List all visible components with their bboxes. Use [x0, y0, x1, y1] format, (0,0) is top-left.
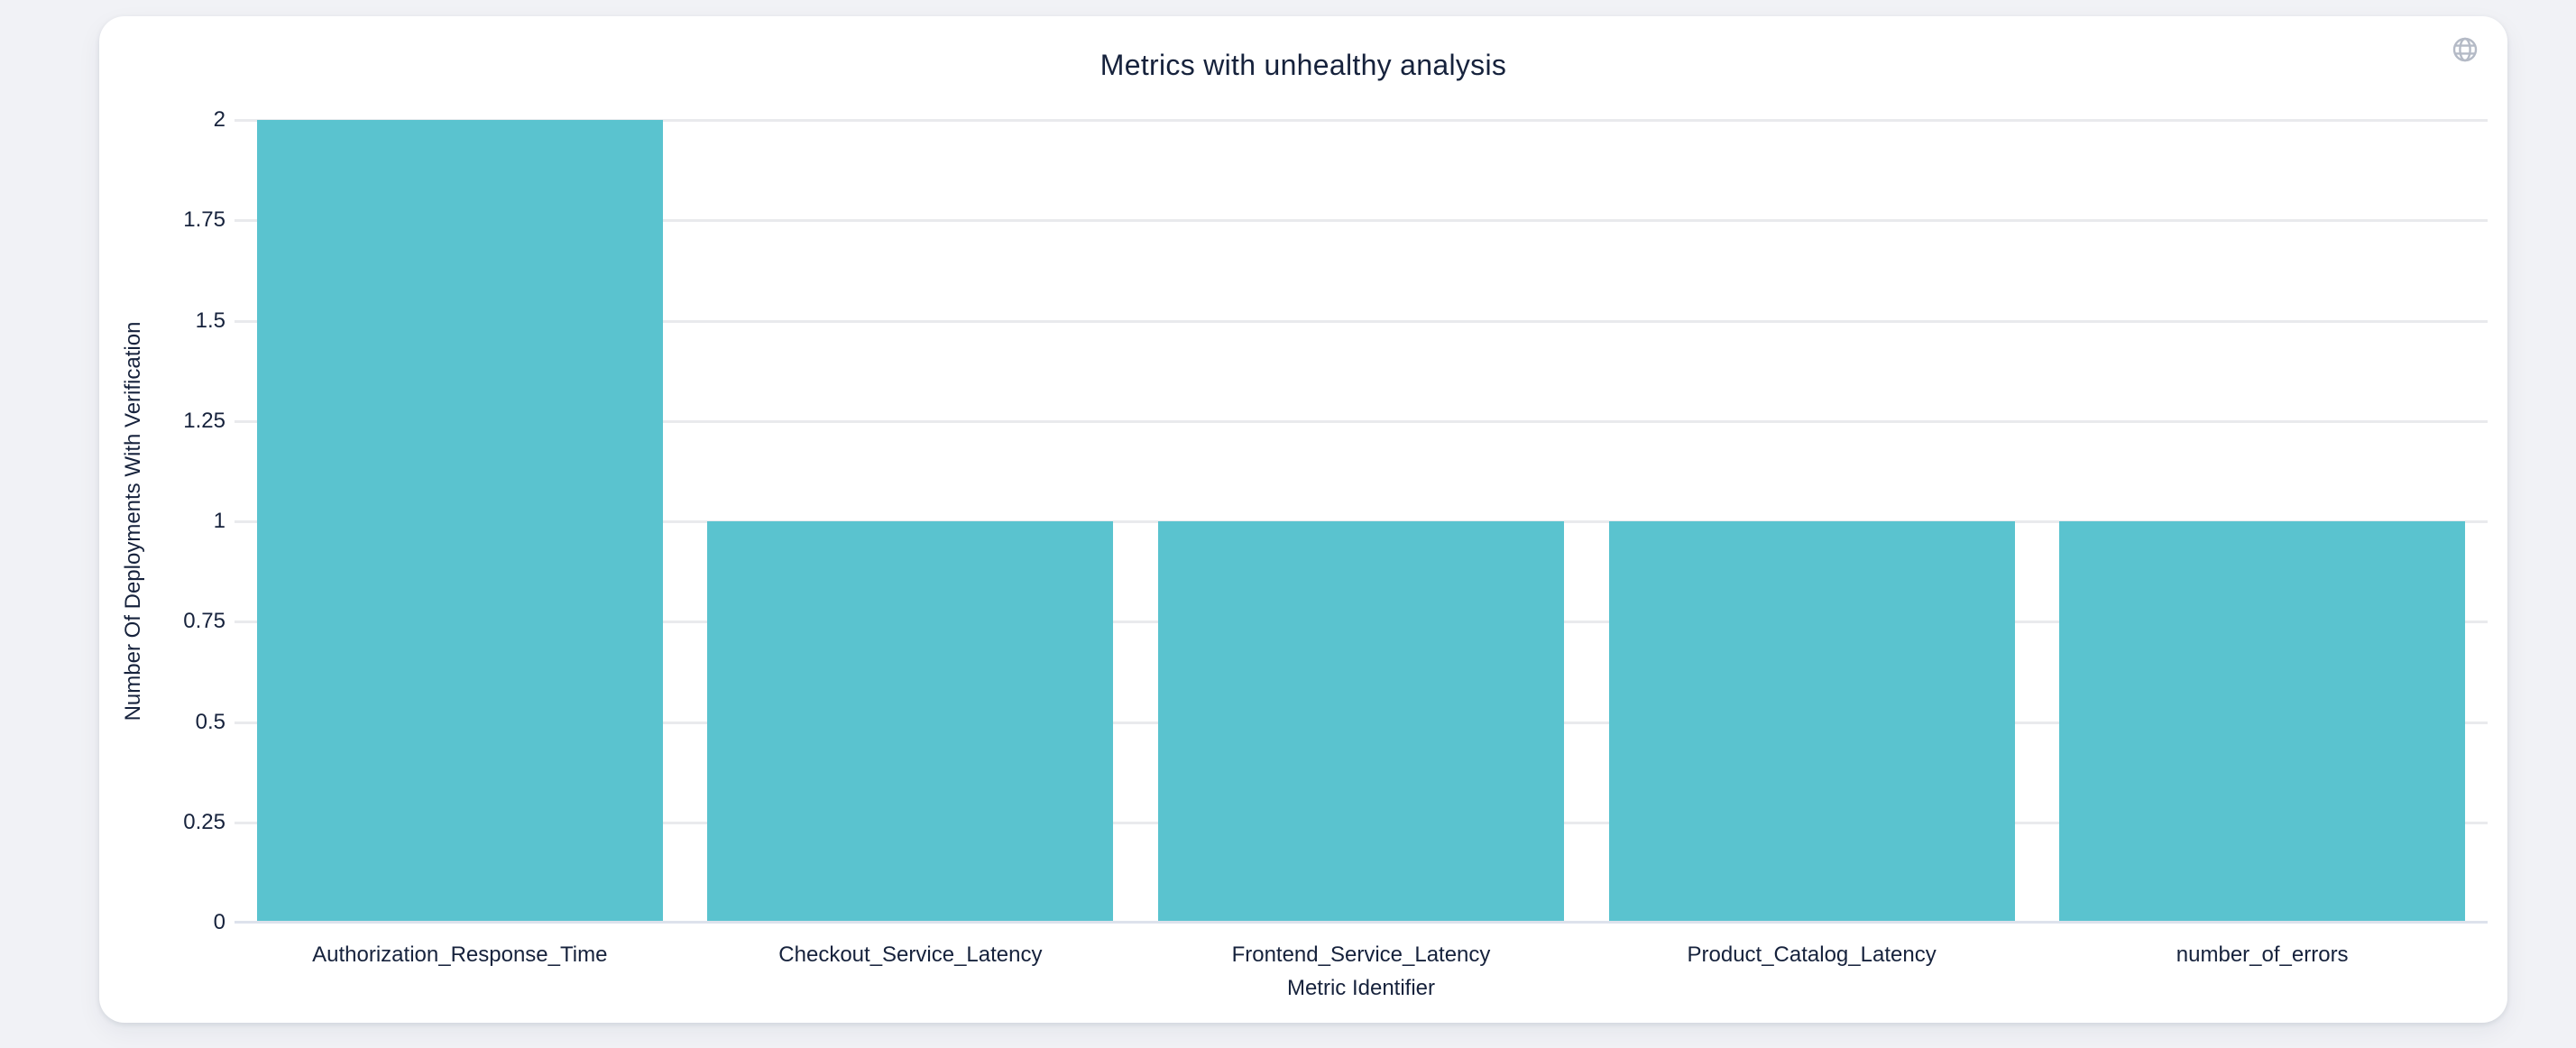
gridline — [235, 419, 2488, 423]
bar-Authorization_Response_Time[interactable] — [256, 120, 663, 923]
bar-Checkout_Service_Latency[interactable] — [707, 521, 1114, 923]
bar-Frontend_Service_Latency[interactable] — [1158, 521, 1564, 923]
globe-icon[interactable] — [2452, 36, 2479, 63]
y-tick-label: 2 — [213, 107, 225, 132]
y-tick-label: 1.5 — [195, 308, 225, 333]
y-tick-label: 0 — [213, 910, 225, 934]
gridline — [235, 219, 2488, 223]
x-tick-label: Frontend_Service_Latency — [1231, 942, 1491, 967]
y-tick-label: 0.5 — [195, 709, 225, 734]
x-tick-label: Checkout_Service_Latency — [778, 942, 1043, 967]
bar-number_of_errors[interactable] — [2059, 521, 2466, 923]
x-axis-line — [235, 921, 2488, 924]
y-tick-label: 0.75 — [183, 609, 225, 634]
y-tick-label: 0.25 — [183, 809, 225, 834]
bar-Product_Catalog_Latency[interactable] — [1608, 521, 2015, 923]
chart-title: Metrics with unhealthy analysis — [1099, 49, 1507, 81]
x-axis-title: Metric Identifier — [1286, 976, 1436, 1000]
chart-card: Metrics with unhealthy analysis Number O… — [99, 16, 2507, 1023]
plot-area — [235, 119, 2488, 924]
gridline — [235, 319, 2488, 323]
y-tick-label: 1.75 — [183, 207, 225, 233]
x-tick-label: number_of_errors — [2176, 942, 2349, 967]
y-tick-label: 1.25 — [183, 408, 225, 433]
x-tick-label: Product_Catalog_Latency — [1687, 942, 1937, 967]
gridline — [235, 119, 2488, 122]
y-tick-label: 1 — [213, 509, 225, 533]
x-tick-label: Authorization_Response_Time — [312, 942, 608, 967]
